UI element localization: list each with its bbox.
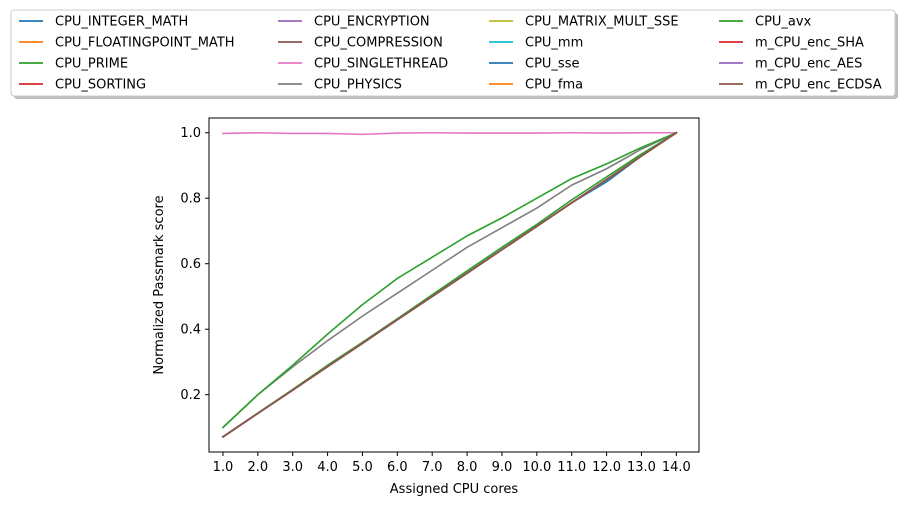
legend-label-CPU_MATRIX_MULT_SSE: CPU_MATRIX_MULT_SSE (525, 15, 679, 30)
legend: CPU_INTEGER_MATH CPU_FLOATINGPOINT_MATH CP… (10, 9, 898, 99)
x-tick-label: 7.0 (422, 460, 443, 475)
y-tick-label: 0.6 (180, 257, 201, 272)
x-tick-label: 13.0 (627, 460, 656, 475)
legend-label-CPU_sse: CPU_sse (525, 57, 579, 72)
y-tick-label: 0.8 (180, 192, 201, 207)
legend-label-CPU_fma: CPU_fma (525, 78, 583, 93)
x-tick-label: 6.0 (387, 460, 408, 475)
x-tick-label: 3.0 (282, 460, 303, 475)
legend-label-CPU_PHYSICS: CPU_PHYSICS (314, 78, 402, 93)
x-tick-label: 5.0 (352, 460, 373, 475)
y-tick-label: 1.0 (180, 126, 201, 141)
legend-label-CPU_COMPRESSION: CPU_COMPRESSION (314, 36, 443, 51)
x-tick-label: 4.0 (317, 460, 338, 475)
x-tick-label: 8.0 (457, 460, 478, 475)
x-tick-label: 14.0 (662, 460, 691, 475)
x-tick-label: 2.0 (247, 460, 268, 475)
legend-label-CPU_INTEGER_MATH: CPU_INTEGER_MATH (55, 15, 188, 30)
legend-label-CPU_avx: CPU_avx (755, 15, 812, 30)
legend-label-CPU_ENCRYPTION: CPU_ENCRYPTION (314, 15, 430, 30)
axes-frame (208, 117, 700, 453)
x-tick-label: 11.0 (557, 460, 586, 475)
y-axis-label: Normalized Passmark score (152, 195, 167, 374)
y-tick-label: 0.4 (180, 323, 201, 338)
x-tick-label: 10.0 (522, 460, 551, 475)
legend-label-m_CPU_enc_SHA: m_CPU_enc_SHA (755, 36, 864, 51)
legend-label-m_CPU_enc_ECDSA: m_CPU_enc_ECDSA (755, 78, 882, 93)
legend-label-CPU_FLOATINGPOINT_MATH: CPU_FLOATINGPOINT_MATH (55, 36, 235, 51)
plot-area: 1.0 2.0 3.0 4.0 5.0 6.0 7.0 8.0 9.0 10.0 11.0 12.0 1… (152, 117, 700, 497)
series-line-CPU_avx (221, 131, 678, 429)
x-tick-label: 12.0 (592, 460, 621, 475)
series-line-CPU_PHYSICS (221, 131, 678, 429)
legend-frame (10, 9, 896, 97)
legend-label-CPU_SORTING: CPU_SORTING (55, 78, 146, 93)
series-line-m_CPU_enc_ECDSA (221, 131, 678, 439)
x-tick-label: 9.0 (492, 460, 513, 475)
legend-label-CPU_SINGLETHREAD: CPU_SINGLETHREAD (314, 57, 448, 72)
x-axis-label: Assigned CPU cores (390, 482, 519, 497)
x-tick-label: 1.0 (213, 460, 234, 475)
y-axis: 0.2 0.4 0.6 0.8 1.0 (180, 126, 209, 403)
y-tick-label: 0.2 (180, 388, 201, 403)
legend-label-CPU_PRIME: CPU_PRIME (55, 57, 128, 72)
legend-label-CPU_mm: CPU_mm (525, 36, 583, 51)
legend-label-m_CPU_enc_AES: m_CPU_enc_AES (755, 57, 862, 72)
x-axis: 1.0 2.0 3.0 4.0 5.0 6.0 7.0 8.0 9.0 10.0 11.0 12.0 1… (213, 452, 691, 475)
series-line-CPU_SINGLETHREAD (222, 131, 678, 136)
